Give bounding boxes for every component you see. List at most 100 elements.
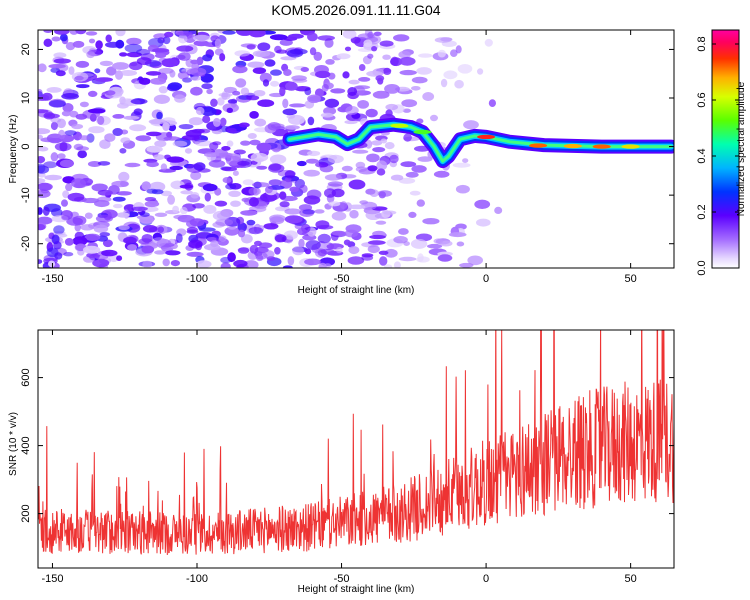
- spectrogram-noise-blob: [64, 238, 74, 246]
- x-tick-label: -150: [41, 573, 63, 585]
- spectrogram-noise-blob: [256, 165, 268, 170]
- spectrogram-noise-blob: [304, 87, 312, 96]
- spectrogram-noise-blob: [136, 57, 152, 66]
- colorbar-tick-label: 0.2: [696, 204, 708, 219]
- spectrogram-noise-blob: [162, 122, 170, 131]
- spectrogram-noise-blob: [118, 224, 130, 231]
- spectrogram-noise-blob: [448, 232, 467, 238]
- spectrogram-noise-blob: [358, 77, 371, 82]
- spectrogram-noise-blob: [474, 199, 491, 209]
- spectrogram-noise-blob: [232, 90, 241, 96]
- spectrogram-noise-blob: [61, 110, 71, 117]
- spectrogram-noise-blob: [86, 133, 95, 143]
- spectrogram-noise-blob: [272, 128, 289, 137]
- spectrogram-noise-blob: [112, 62, 130, 70]
- spectrogram-noise-blob: [123, 115, 140, 120]
- spectrogram-noise-blob: [53, 225, 65, 235]
- spectrogram-noise-blob: [146, 145, 163, 153]
- spectrogram-noise-blob: [210, 240, 219, 248]
- spectrogram-noise-blob: [119, 70, 138, 76]
- spectrogram-noise-blob: [235, 30, 254, 36]
- spectrogram-noise-blob: [43, 161, 58, 169]
- spectrogram-noise-blob: [154, 250, 166, 255]
- spectrogram-noise-blob: [345, 105, 359, 115]
- spectrogram-noise-blob: [86, 51, 95, 59]
- spectrogram-noise-blob: [365, 139, 373, 149]
- spectrogram-noise-blob: [400, 161, 417, 168]
- spectrogram-noise-blob: [51, 208, 63, 217]
- spectrogram-noise-blob: [124, 43, 143, 53]
- spectrogram-noise-blob: [313, 51, 323, 62]
- spectrogram-noise-blob: [411, 76, 428, 84]
- spectrogram-noise-blob: [476, 218, 491, 227]
- spectrogram-noise-blob: [233, 149, 246, 155]
- spectrogram-noise-blob: [102, 239, 113, 248]
- spectrogram-noise-blob: [375, 220, 387, 225]
- spectrogram-noise-blob: [51, 36, 61, 42]
- spectrogram-noise-blob: [380, 138, 387, 144]
- spectrogram-x-label: Height of straight line (km): [298, 285, 415, 296]
- spectrogram-noise-blob: [75, 113, 88, 120]
- spectrogram-noise-blob: [341, 165, 353, 172]
- spectrogram-noise-blob: [191, 128, 205, 134]
- spectrogram-noise-blob: [452, 162, 471, 168]
- spectrogram-noise-blob: [262, 79, 270, 87]
- spectrogram-noise-blob: [65, 183, 73, 192]
- spectrogram-noise-blob: [202, 183, 218, 192]
- spectrogram-noise-blob: [38, 224, 46, 231]
- spectrogram-noise-blob: [222, 30, 236, 35]
- spectrogram-noise-blob: [154, 212, 168, 217]
- spectrogram-noise-blob: [190, 86, 203, 96]
- spectrogram-noise-blob: [167, 194, 176, 205]
- spectrogram-noise-blob: [274, 234, 287, 243]
- spectrogram-noise-blob: [283, 230, 298, 240]
- spectrogram-noise-blob: [40, 137, 56, 143]
- spectrogram-noise-blob: [411, 165, 427, 173]
- spectrogram-noise-blob: [324, 174, 342, 181]
- spectrogram-noise-blob: [92, 258, 110, 268]
- spectrogram-noise-blob: [484, 38, 493, 47]
- spectrogram-noise-blob: [285, 81, 298, 91]
- spectrogram-noise-blob: [242, 179, 254, 186]
- y-tick-label: -10: [20, 187, 32, 203]
- spectrogram-noise-blob: [208, 159, 226, 168]
- colorbar-ticks: 0.0 0.2 0.4 0.6 0.8: [696, 36, 739, 276]
- spectrogram-noise-blob: [196, 56, 204, 66]
- spectral-ridge-peak: [592, 144, 611, 149]
- spectrogram-noise-blob: [84, 212, 93, 219]
- spectrogram-noise-blob: [111, 180, 129, 188]
- spectrogram-noise-blob: [38, 189, 51, 198]
- y-tick-label: 600: [20, 368, 32, 386]
- spectrogram-noise-blob: [139, 216, 155, 224]
- spectrogram-noise-blob: [146, 131, 162, 137]
- spectrogram-noise-blob: [226, 107, 233, 114]
- spectrogram-noise-blob: [73, 143, 84, 151]
- chart-title: KOM5.2026.091.11.11.G04: [271, 2, 441, 18]
- spectrogram-noise-blob: [54, 252, 63, 260]
- spectrogram-noise-blob: [401, 99, 418, 108]
- spectrogram-noise-blob: [130, 98, 148, 105]
- spectrogram-noise-blob: [298, 238, 305, 249]
- spectrogram-noise-blob: [358, 64, 366, 71]
- spectrogram-noise-blob: [257, 99, 275, 107]
- y-tick-label: 400: [20, 436, 32, 454]
- spectrogram-noise-blob: [146, 161, 159, 168]
- spectrogram-noise-blob: [237, 229, 246, 238]
- spectrogram-noise-blob: [398, 177, 416, 184]
- spectrogram-noise-blob: [270, 69, 282, 76]
- spectrogram-noise-blob: [221, 146, 231, 151]
- spectrogram-noise-blob: [454, 79, 464, 89]
- spectrogram-noise-blob: [314, 209, 325, 214]
- spectrogram-noise-blob: [249, 111, 259, 119]
- spectrogram-noise-blob: [38, 94, 50, 102]
- spectrogram-noise-blob: [226, 140, 234, 147]
- spectrogram-noise-blob: [307, 32, 318, 42]
- spectrogram-noise-blob: [38, 146, 49, 152]
- spectrogram-noise-blob: [409, 190, 421, 196]
- spectrogram-noise-blob: [105, 34, 112, 43]
- spectrogram-noise-blob: [48, 100, 66, 108]
- spectrogram-noise-blob: [378, 250, 389, 255]
- x-tick-label: 0: [483, 273, 489, 285]
- spectrogram-noise-blob: [234, 50, 250, 57]
- x-tick-label: -150: [41, 273, 63, 285]
